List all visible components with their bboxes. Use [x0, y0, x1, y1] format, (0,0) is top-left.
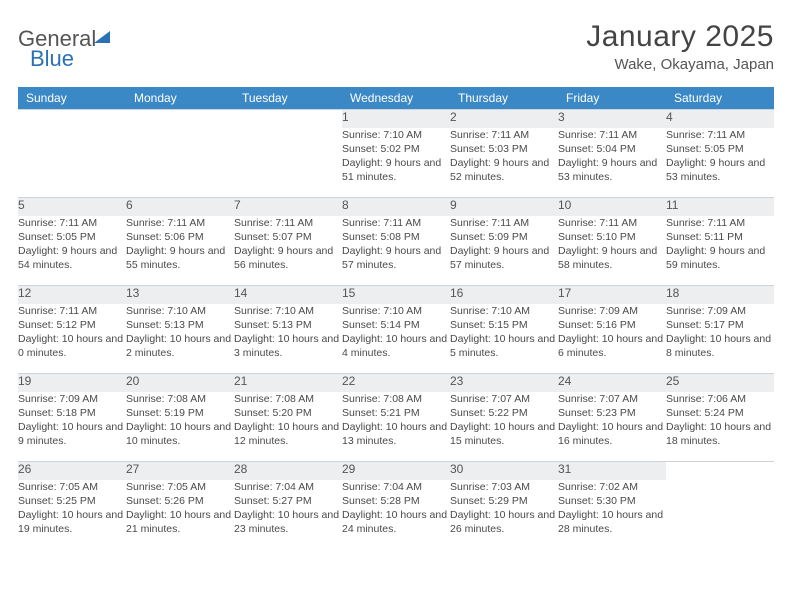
location-text: Wake, Okayama, Japan: [586, 56, 774, 73]
day-number-cell: 3: [558, 110, 666, 128]
day-detail-cell: Sunrise: 7:08 AMSunset: 5:21 PMDaylight:…: [342, 392, 450, 462]
day-number-cell: 12: [18, 286, 126, 304]
day-detail-cell: Sunrise: 7:11 AMSunset: 5:05 PMDaylight:…: [18, 216, 126, 286]
day-number-cell: 23: [450, 374, 558, 392]
day-detail-cell: Sunrise: 7:05 AMSunset: 5:25 PMDaylight:…: [18, 480, 126, 550]
day-number-cell: 7: [234, 198, 342, 216]
day-number-cell: 28: [234, 462, 342, 480]
day-number-cell: 14: [234, 286, 342, 304]
day-number-cell: 8: [342, 198, 450, 216]
day-number-cell: 13: [126, 286, 234, 304]
day-detail-cell: Sunrise: 7:02 AMSunset: 5:30 PMDaylight:…: [558, 480, 666, 550]
day-detail-cell: Sunrise: 7:08 AMSunset: 5:19 PMDaylight:…: [126, 392, 234, 462]
day-detail-cell: Sunrise: 7:04 AMSunset: 5:27 PMDaylight:…: [234, 480, 342, 550]
day-detail-cell: Sunrise: 7:10 AMSunset: 5:15 PMDaylight:…: [450, 304, 558, 374]
day-detail-cell: [234, 128, 342, 198]
weekday-header: Wednesday: [342, 87, 450, 110]
logo-word2: Blue: [30, 46, 74, 72]
day-number-cell: 26: [18, 462, 126, 480]
day-number-cell: 31: [558, 462, 666, 480]
day-number-cell: 6: [126, 198, 234, 216]
day-detail-cell: Sunrise: 7:10 AMSunset: 5:13 PMDaylight:…: [126, 304, 234, 374]
day-detail-cell: Sunrise: 7:11 AMSunset: 5:08 PMDaylight:…: [342, 216, 450, 286]
calendar-header-row: SundayMondayTuesdayWednesdayThursdayFrid…: [18, 87, 774, 110]
day-detail-cell: Sunrise: 7:11 AMSunset: 5:11 PMDaylight:…: [666, 216, 774, 286]
weekday-header: Tuesday: [234, 87, 342, 110]
day-detail-cell: Sunrise: 7:11 AMSunset: 5:09 PMDaylight:…: [450, 216, 558, 286]
day-detail-cell: Sunrise: 7:11 AMSunset: 5:10 PMDaylight:…: [558, 216, 666, 286]
day-number-cell: 19: [18, 374, 126, 392]
logo-triangle-icon: [94, 31, 110, 43]
day-number-cell: 20: [126, 374, 234, 392]
day-detail-cell: Sunrise: 7:10 AMSunset: 5:13 PMDaylight:…: [234, 304, 342, 374]
day-number-cell: 16: [450, 286, 558, 304]
day-detail-cell: Sunrise: 7:07 AMSunset: 5:23 PMDaylight:…: [558, 392, 666, 462]
day-detail-cell: Sunrise: 7:09 AMSunset: 5:16 PMDaylight:…: [558, 304, 666, 374]
day-number-cell: 2: [450, 110, 558, 128]
weekday-header: Saturday: [666, 87, 774, 110]
day-detail-cell: Sunrise: 7:09 AMSunset: 5:17 PMDaylight:…: [666, 304, 774, 374]
day-detail-cell: Sunrise: 7:11 AMSunset: 5:06 PMDaylight:…: [126, 216, 234, 286]
day-number-cell: [234, 110, 342, 128]
day-number-cell: 24: [558, 374, 666, 392]
title-block: January 2025 Wake, Okayama, Japan: [586, 20, 774, 73]
day-number-cell: 5: [18, 198, 126, 216]
weekday-header: Sunday: [18, 87, 126, 110]
day-number-cell: 10: [558, 198, 666, 216]
day-number-cell: 30: [450, 462, 558, 480]
day-number-cell: 4: [666, 110, 774, 128]
day-number-cell: 22: [342, 374, 450, 392]
day-detail-cell: Sunrise: 7:06 AMSunset: 5:24 PMDaylight:…: [666, 392, 774, 462]
day-detail-cell: Sunrise: 7:11 AMSunset: 5:07 PMDaylight:…: [234, 216, 342, 286]
day-number-cell: [18, 110, 126, 128]
day-number-cell: [666, 462, 774, 480]
day-number-cell: 27: [126, 462, 234, 480]
day-detail-cell: Sunrise: 7:10 AMSunset: 5:02 PMDaylight:…: [342, 128, 450, 198]
day-number-cell: 15: [342, 286, 450, 304]
day-number-cell: 21: [234, 374, 342, 392]
day-number-cell: 1: [342, 110, 450, 128]
weekday-header: Thursday: [450, 87, 558, 110]
day-detail-cell: Sunrise: 7:10 AMSunset: 5:14 PMDaylight:…: [342, 304, 450, 374]
day-detail-cell: Sunrise: 7:05 AMSunset: 5:26 PMDaylight:…: [126, 480, 234, 550]
day-detail-cell: Sunrise: 7:11 AMSunset: 5:12 PMDaylight:…: [18, 304, 126, 374]
day-detail-cell: [126, 128, 234, 198]
day-detail-cell: [666, 480, 774, 550]
page-title: January 2025: [586, 20, 774, 54]
day-number-cell: 29: [342, 462, 450, 480]
weekday-header: Friday: [558, 87, 666, 110]
day-detail-cell: Sunrise: 7:11 AMSunset: 5:04 PMDaylight:…: [558, 128, 666, 198]
day-detail-cell: [18, 128, 126, 198]
day-number-cell: 18: [666, 286, 774, 304]
day-number-cell: 17: [558, 286, 666, 304]
day-detail-cell: Sunrise: 7:09 AMSunset: 5:18 PMDaylight:…: [18, 392, 126, 462]
day-detail-cell: Sunrise: 7:11 AMSunset: 5:03 PMDaylight:…: [450, 128, 558, 198]
day-detail-cell: Sunrise: 7:03 AMSunset: 5:29 PMDaylight:…: [450, 480, 558, 550]
day-detail-cell: Sunrise: 7:04 AMSunset: 5:28 PMDaylight:…: [342, 480, 450, 550]
day-number-cell: 11: [666, 198, 774, 216]
day-number-cell: 25: [666, 374, 774, 392]
weekday-header: Monday: [126, 87, 234, 110]
day-number-cell: [126, 110, 234, 128]
day-number-cell: 9: [450, 198, 558, 216]
day-detail-cell: Sunrise: 7:08 AMSunset: 5:20 PMDaylight:…: [234, 392, 342, 462]
header: General January 2025 Wake, Okayama, Japa…: [18, 20, 774, 73]
calendar-table: SundayMondayTuesdayWednesdayThursdayFrid…: [18, 87, 774, 550]
day-detail-cell: Sunrise: 7:11 AMSunset: 5:05 PMDaylight:…: [666, 128, 774, 198]
day-detail-cell: Sunrise: 7:07 AMSunset: 5:22 PMDaylight:…: [450, 392, 558, 462]
